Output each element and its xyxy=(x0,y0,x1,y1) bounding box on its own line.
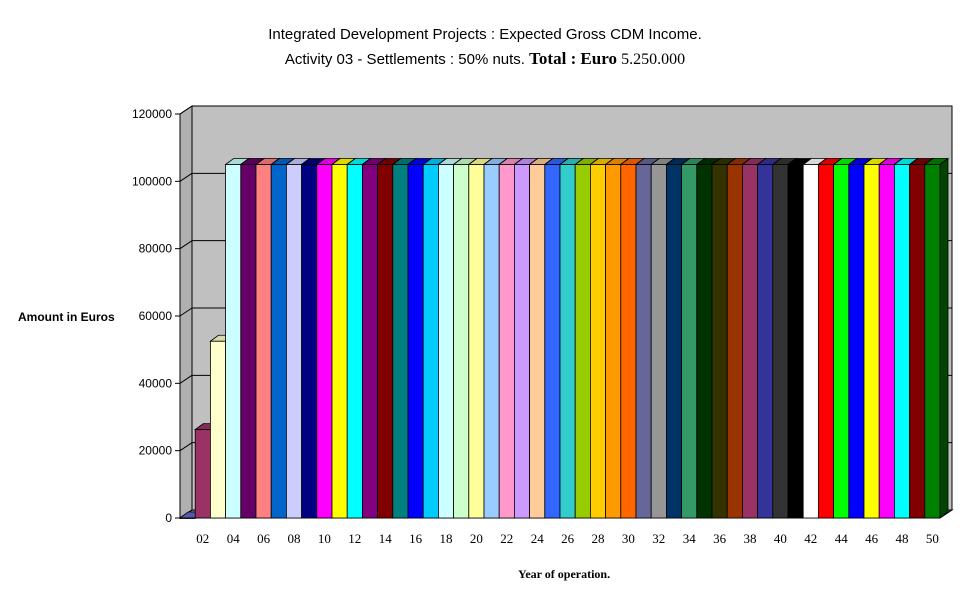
x-tick-label: 40 xyxy=(774,531,787,546)
x-tick-label: 26 xyxy=(561,531,575,546)
x-tick-label: 10 xyxy=(318,531,331,546)
x-tick-label: 28 xyxy=(592,531,605,546)
chart-subtitle-text: Activity 03 - Settlements : 50% nuts. xyxy=(284,51,525,68)
x-tick-label: 30 xyxy=(622,531,635,546)
total-value: 5.250.000 xyxy=(621,51,686,68)
currency-label: Euro xyxy=(580,49,617,68)
total-label: Total : xyxy=(529,49,577,68)
bar xyxy=(923,157,950,519)
chart-title-line2: Activity 03 - Settlements : 50% nuts. To… xyxy=(0,49,970,69)
x-tick-label: 44 xyxy=(835,531,849,546)
x-tick-label: 20 xyxy=(470,531,483,546)
x-tick-label: 36 xyxy=(713,531,727,546)
y-tick-label: 60000 xyxy=(139,309,173,323)
y-axis-label: Amount in Euros xyxy=(18,310,115,324)
gridline-side xyxy=(179,172,193,182)
y-tick-label: 0 xyxy=(165,511,172,525)
chart-title-line1: Integrated Development Projects : Expect… xyxy=(0,26,970,43)
x-tick-label: 50 xyxy=(926,531,939,546)
x-tick-label: 02 xyxy=(196,531,209,546)
gridline-side xyxy=(179,105,193,115)
x-tick-label: 38 xyxy=(744,531,757,546)
x-tick-label: 12 xyxy=(348,531,361,546)
gridline-side xyxy=(179,307,193,317)
x-tick-label: 48 xyxy=(896,531,909,546)
x-tick-label: 16 xyxy=(409,531,423,546)
x-tick-label: 24 xyxy=(531,531,545,546)
x-tick-label: 14 xyxy=(379,531,393,546)
gridline-side xyxy=(179,240,193,250)
x-tick-label: 32 xyxy=(652,531,665,546)
x-tick-label: 08 xyxy=(288,531,301,546)
x-tick-label: 34 xyxy=(683,531,697,546)
y-tick-label: 40000 xyxy=(139,376,173,390)
y-tick-label: 100000 xyxy=(132,174,172,188)
y-tick-label: 80000 xyxy=(139,242,173,256)
gridline-side xyxy=(179,442,193,452)
x-tick-label: 46 xyxy=(865,531,879,546)
chart-title-text: Integrated Development Projects : Expect… xyxy=(268,26,702,43)
gridline-side xyxy=(179,374,193,384)
x-axis-label: Year of operation. xyxy=(518,567,611,581)
y-tick-label: 20000 xyxy=(139,444,173,458)
x-tick-label: 04 xyxy=(227,531,241,546)
x-tick-label: 42 xyxy=(804,531,817,546)
x-tick-label: 06 xyxy=(257,531,271,546)
y-tick-label: 120000 xyxy=(132,107,172,121)
x-tick-label: 18 xyxy=(440,531,453,546)
x-tick-label: 22 xyxy=(500,531,513,546)
